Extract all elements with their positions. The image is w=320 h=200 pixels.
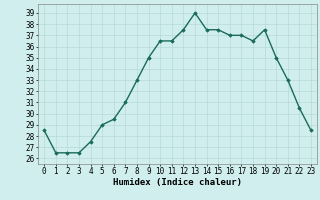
- X-axis label: Humidex (Indice chaleur): Humidex (Indice chaleur): [113, 178, 242, 187]
